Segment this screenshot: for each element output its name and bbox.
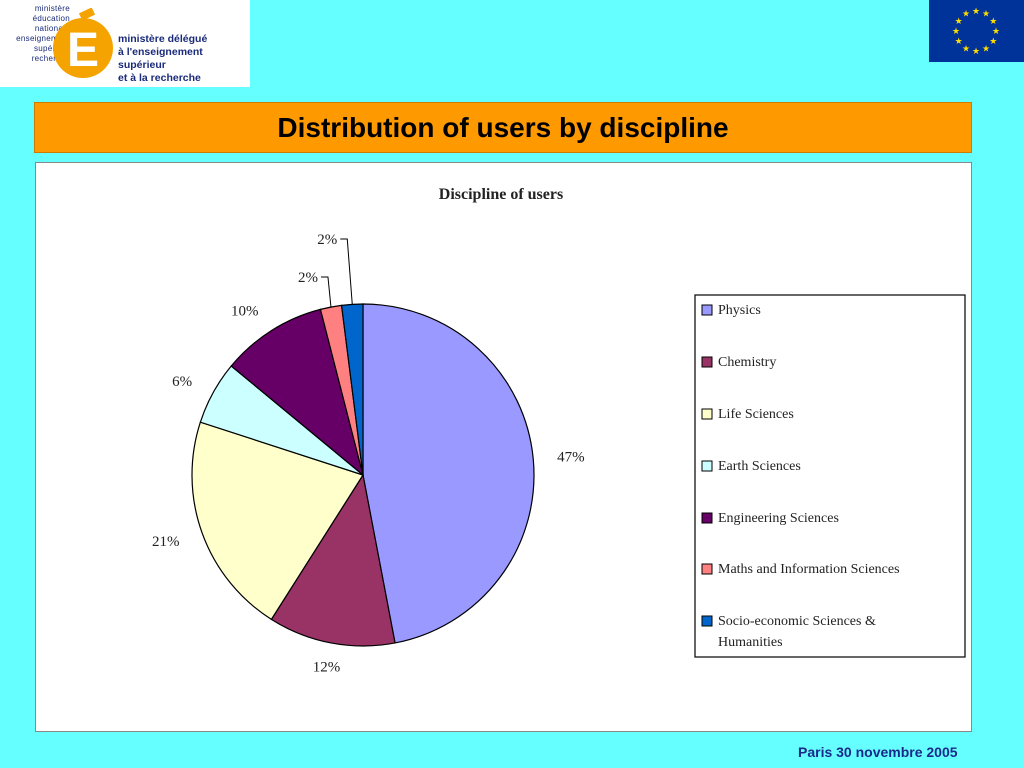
eu-star-icon: ★ [972,7,980,17]
slice-data-label: 21% [152,534,180,550]
legend-label: Chemistry [718,355,776,370]
pie-chart-svg: Discipline of users 47% 12% 21% 6% 10% 2% 2% Phy… [152,186,966,676]
legend-label: Earth Sciences [718,459,801,474]
eu-star-icon: ★ [952,27,960,37]
ministry-logo: ministère éducation nationale enseigneme… [0,0,250,87]
logo-line: enseignement [16,34,70,43]
legend-swatch [701,563,713,575]
chart-legend: Physics Chemistry Life Sciences Earth Scien… [694,294,966,658]
eu-star-icon: ★ [989,37,997,47]
leader-line [320,276,332,308]
footer-date: Paris 30 novembre 2005 [798,744,958,760]
logo-right-text: ministère délégué à l'enseignement supér… [118,33,248,85]
logo-line: ministère [34,4,70,13]
eu-star-icon: ★ [989,17,997,27]
slice-data-label: 12% [313,660,341,676]
eu-star-icon: ★ [962,44,970,54]
eu-flag-icon: ★ ★ ★ ★ ★ ★ ★ ★ ★ ★ ★ ★ [929,0,1024,62]
logo-line: éducation [32,14,70,23]
slice-data-label: 6% [172,374,192,390]
pie-slice [230,308,365,477]
eu-star-icon: ★ [955,17,963,27]
pie-slice [270,473,396,647]
slide-title-bar: Distribution of users by discipline [34,102,972,153]
eu-star-icon: ★ [972,47,980,57]
legend-swatch [701,615,713,627]
logo-line: nationale [34,24,70,33]
legend-label: Engineering Sciences [718,511,839,526]
pie-slice [191,421,364,621]
eu-star-icon: ★ [962,10,970,20]
slice-data-label: 10% [231,303,259,319]
legend-label: Socio-economic Sciences & [718,614,876,629]
eu-star-icon: ★ [982,44,990,54]
legend-label: Life Sciences [718,407,794,422]
leader-line [340,238,353,305]
eu-star-icon: ★ [982,10,990,20]
e-letter-icon: E [53,8,113,78]
logo-line: à l'enseignement supérieur [118,46,203,71]
logo-line: et à la recherche [118,72,201,84]
legend-label: Physics [718,303,761,318]
logo-left-text: ministère éducation nationale enseigneme… [4,4,70,64]
pie-chart: Discipline of users 47% 12% 21% 6% 10% 2% 2% Phy… [35,162,972,732]
eu-star-icon: ★ [992,27,1000,37]
slice-data-label: 2% [298,270,318,286]
legend-box [694,294,966,658]
legend-swatch [701,408,713,420]
slice-data-label: 47% [557,450,585,466]
slide-title: Distribution of users by discipline [277,111,729,143]
logo-line: recherche [31,54,70,63]
pie-slice [362,303,535,644]
legend-swatch [701,356,713,368]
legend-swatch [701,512,713,524]
legend-label: Maths and Information Sciences [718,562,900,577]
svg-text:E: E [67,24,99,77]
chart-title: Discipline of users [439,186,563,203]
logo-line: supérieur [33,44,70,53]
slice-data-label: 2% [317,232,337,248]
legend-label: Humanities [718,635,783,650]
logo-line: ministère délégué [118,33,208,45]
legend-swatch [701,460,713,472]
legend-swatch [701,304,713,316]
eu-star-icon: ★ [955,37,963,47]
